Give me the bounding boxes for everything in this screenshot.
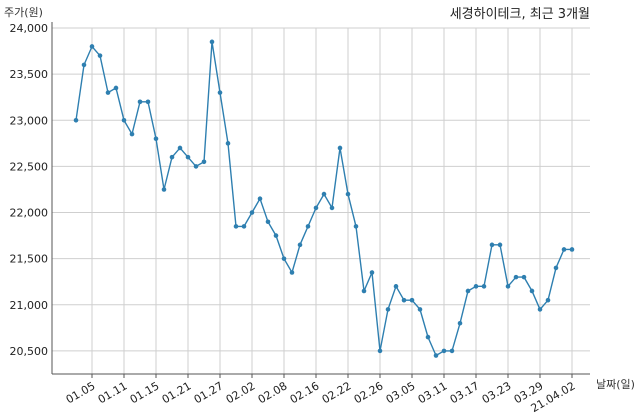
- data-point: [425, 334, 431, 340]
- data-point: [409, 297, 415, 303]
- data-point: [465, 288, 471, 294]
- x-tick-label: 02.08: [256, 379, 290, 406]
- data-point: [401, 297, 407, 303]
- data-point: [81, 62, 87, 68]
- x-tick-label: 03.23: [480, 379, 514, 406]
- data-point: [281, 256, 287, 261]
- data-point: [129, 131, 135, 137]
- data-point: [433, 353, 439, 358]
- price-series: [73, 39, 575, 358]
- data-point: [369, 270, 375, 275]
- data-point: [233, 224, 239, 229]
- data-point: [329, 205, 335, 211]
- data-point: [561, 247, 567, 252]
- data-point: [169, 154, 175, 160]
- data-point: [225, 141, 231, 146]
- data-point: [257, 196, 263, 201]
- data-point: [521, 274, 527, 280]
- data-point: [473, 284, 479, 289]
- data-point: [177, 145, 183, 151]
- data-point: [529, 288, 535, 294]
- y-tick-label: 21,000: [10, 299, 49, 312]
- y-axis-title: 주가(원): [4, 6, 43, 19]
- data-point: [489, 242, 495, 248]
- y-tick-label: 23,500: [10, 68, 49, 81]
- data-point: [153, 136, 159, 142]
- data-point: [209, 39, 215, 45]
- data-point: [321, 191, 327, 197]
- data-point: [385, 307, 391, 312]
- data-point: [73, 117, 79, 123]
- tick-labels: 20,500 21,000 21,500 22,000 22,500 23,000 23,5…: [10, 22, 578, 414]
- x-tick-label: 02.02: [224, 379, 258, 406]
- data-point: [361, 288, 367, 294]
- data-point: [249, 210, 255, 215]
- data-point: [145, 99, 151, 105]
- x-tick-label: 01.21: [160, 379, 194, 406]
- data-point: [497, 242, 503, 248]
- y-tick-label: 23,000: [10, 114, 49, 127]
- x-axis-title: 날짜(일): [596, 377, 635, 391]
- x-tick-label: 01.15: [128, 379, 162, 406]
- x-tick-label: 02.22: [320, 379, 354, 406]
- data-point: [105, 90, 111, 95]
- data-point: [297, 242, 303, 248]
- x-tick-label: 02.26: [352, 379, 386, 406]
- data-point: [457, 320, 463, 326]
- data-point: [337, 145, 343, 151]
- data-point: [377, 348, 383, 354]
- y-tick-label: 22,000: [10, 207, 49, 220]
- data-point: [417, 307, 423, 312]
- y-tick-label: 20,500: [10, 345, 49, 358]
- grid: [52, 27, 590, 374]
- data-point: [441, 348, 447, 354]
- data-point: [545, 297, 551, 303]
- data-point: [353, 224, 359, 229]
- y-tick-label: 24,000: [10, 22, 49, 35]
- data-point: [305, 224, 311, 229]
- data-point: [537, 307, 543, 312]
- data-point: [241, 224, 247, 229]
- data-point: [289, 270, 295, 275]
- data-point: [481, 284, 487, 289]
- data-point: [449, 348, 455, 354]
- data-point: [505, 284, 511, 289]
- data-point: [185, 154, 191, 160]
- data-point: [121, 117, 127, 123]
- x-tick-label: 02.16: [288, 379, 322, 406]
- data-point: [569, 247, 575, 252]
- data-point: [273, 233, 279, 238]
- data-point: [265, 219, 271, 225]
- price-line: [75, 41, 572, 357]
- data-point: [137, 99, 143, 105]
- data-point: [393, 284, 399, 289]
- y-tick-label: 21,500: [10, 253, 49, 266]
- x-tick-label: 03.05: [384, 379, 418, 406]
- x-tick-label: 03.17: [448, 379, 482, 406]
- data-point: [113, 85, 119, 91]
- data-point: [193, 164, 199, 169]
- chart-title: 세경하이테크, 최근 3개월: [450, 7, 590, 22]
- data-point: [161, 187, 167, 192]
- x-tick-label: 03.11: [416, 379, 450, 406]
- x-tick-label: 01.05: [64, 379, 98, 406]
- x-tick-label: 01.27: [192, 379, 226, 406]
- data-point: [217, 90, 223, 95]
- data-point: [97, 53, 103, 58]
- axes: [51, 22, 590, 378]
- data-point: [89, 44, 95, 49]
- x-tick-label: 01.11: [96, 379, 130, 406]
- y-tick-label: 22,500: [10, 160, 49, 173]
- data-point: [513, 274, 519, 280]
- data-point: [201, 159, 207, 165]
- data-point: [553, 265, 559, 271]
- data-point: [345, 191, 351, 197]
- data-point: [313, 205, 319, 211]
